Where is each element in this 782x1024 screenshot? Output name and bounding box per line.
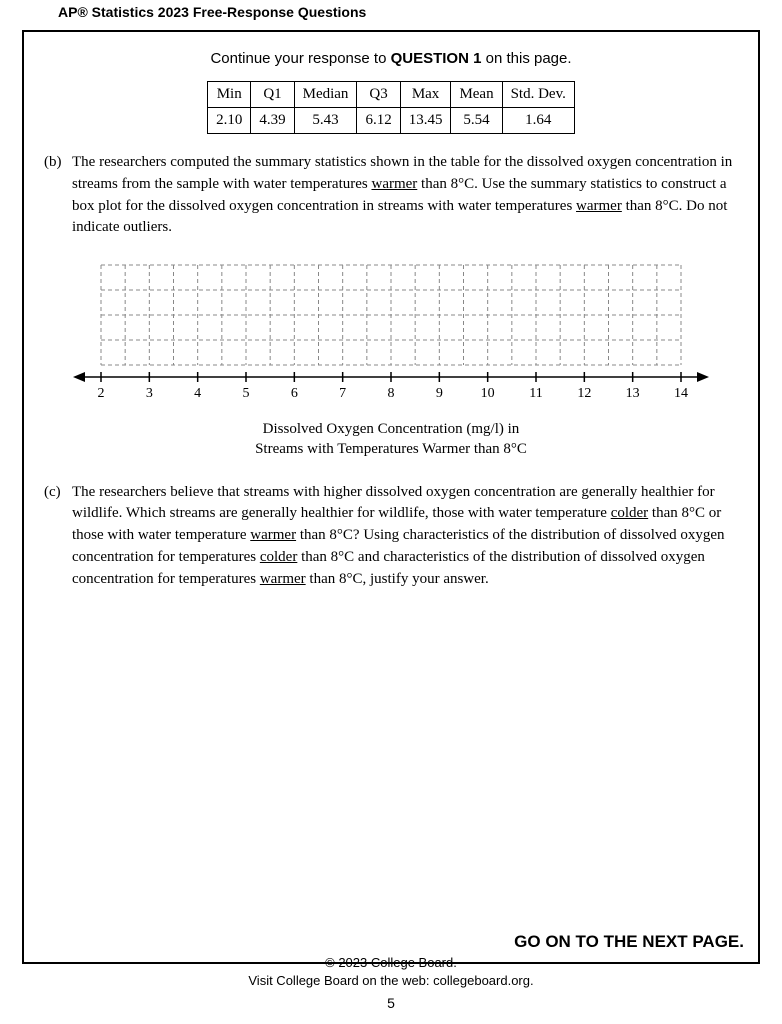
col-mean: Mean	[451, 82, 502, 108]
table-header-row: Min Q1 Median Q3 Max Mean Std. Dev.	[208, 82, 575, 108]
part-b-label: (b)	[44, 152, 72, 239]
part-b: (b) The researchers computed the summary…	[44, 152, 738, 239]
svg-text:5: 5	[243, 386, 250, 401]
val-q1: 4.39	[251, 108, 294, 134]
col-max: Max	[400, 82, 451, 108]
svg-text:6: 6	[291, 386, 298, 401]
col-q3: Q3	[357, 82, 400, 108]
svg-text:14: 14	[674, 386, 688, 401]
svg-text:7: 7	[339, 386, 346, 401]
c-u1: colder	[611, 505, 648, 521]
page-number: 5	[0, 994, 782, 1014]
val-max: 13.45	[400, 108, 451, 134]
col-median: Median	[294, 82, 357, 108]
svg-text:10: 10	[481, 386, 495, 401]
svg-text:13: 13	[626, 386, 640, 401]
col-q1: Q1	[251, 82, 294, 108]
b-u2: warmer	[576, 198, 622, 214]
part-c: (c) The researchers believe that streams…	[44, 482, 738, 591]
next-page-instruction: GO ON TO THE NEXT PAGE.	[514, 932, 744, 952]
c-u3: colder	[260, 549, 297, 565]
svg-text:9: 9	[436, 386, 443, 401]
col-stddev: Std. Dev.	[502, 82, 574, 108]
question-ref: QUESTION 1	[391, 50, 482, 67]
val-stddev: 1.64	[502, 108, 574, 134]
continue-suffix: on this page.	[481, 50, 571, 67]
svg-text:4: 4	[194, 386, 201, 401]
part-c-text: The researchers believe that streams wit…	[72, 482, 738, 591]
document-header: AP® Statistics 2023 Free-Response Questi…	[58, 4, 366, 20]
table-data-row: 2.10 4.39 5.43 6.12 13.45 5.54 1.64	[208, 108, 575, 134]
visit-text: Visit College Board on the web: collegeb…	[0, 972, 782, 990]
number-line-svg: 2 3 4 5 6 7 8 9 10 11 12 13 14	[71, 257, 711, 417]
val-mean: 5.54	[451, 108, 502, 134]
axis-label-2: Streams with Temperatures Warmer than 8°…	[255, 441, 527, 457]
b-u1: warmer	[371, 176, 417, 192]
c-u4: warmer	[260, 571, 306, 587]
boxplot-axis-area: 2 3 4 5 6 7 8 9 10 11 12 13 14 Dissolved Oxygen Conc…	[71, 257, 711, 460]
part-c-label: (c)	[44, 482, 72, 591]
c-u2: warmer	[250, 527, 296, 543]
axis-label: Dissolved Oxygen Concentration (mg/l) in…	[71, 419, 711, 460]
svg-text:12: 12	[577, 386, 591, 401]
svg-text:2: 2	[98, 386, 105, 401]
val-q3: 6.12	[357, 108, 400, 134]
c-t5: than 8°C, justify your answer.	[306, 571, 489, 587]
copyright: © 2023 College Board.	[0, 954, 782, 972]
val-median: 5.43	[294, 108, 357, 134]
svg-text:8: 8	[388, 386, 395, 401]
page-footer: © 2023 College Board. Visit College Boar…	[0, 954, 782, 1014]
svg-text:3: 3	[146, 386, 153, 401]
summary-stats-table: Min Q1 Median Q3 Max Mean Std. Dev. 2.10…	[207, 81, 575, 134]
continue-instruction: Continue your response to QUESTION 1 on …	[44, 50, 738, 67]
axis-label-1: Dissolved Oxygen Concentration (mg/l) in	[263, 421, 520, 437]
page-frame: Continue your response to QUESTION 1 on …	[22, 30, 760, 964]
continue-prefix: Continue your response to	[210, 50, 390, 67]
val-min: 2.10	[208, 108, 251, 134]
col-min: Min	[208, 82, 251, 108]
part-b-text: The researchers computed the summary sta…	[72, 152, 738, 239]
svg-text:11: 11	[529, 386, 542, 401]
